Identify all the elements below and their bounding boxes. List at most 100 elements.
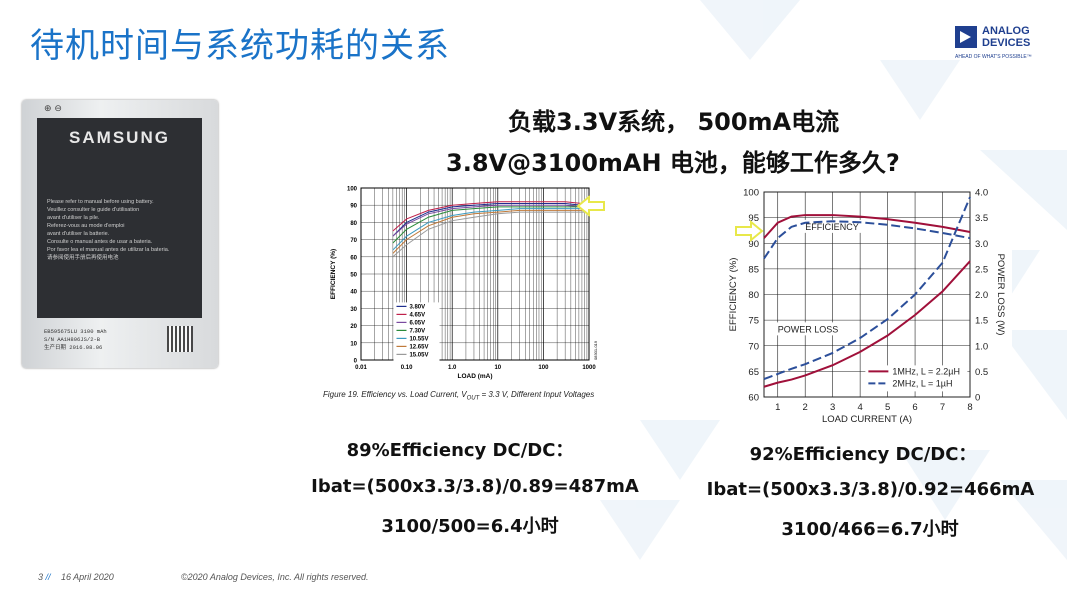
x-tick-label: 0.10 bbox=[401, 365, 413, 371]
analog-devices-logo: ANALOG DEVICES AHEAD OF WHAT'S POSSIBLE™ bbox=[955, 25, 1032, 60]
battery-warning-text: Please refer to manual before using batt… bbox=[47, 199, 170, 261]
chart1-caption: Figure 19. Efficiency vs. Load Current, … bbox=[323, 390, 595, 402]
series-line-7.30V bbox=[392, 206, 590, 244]
left-efficiency-label: 89%Efficiency DC/DC： bbox=[346, 440, 574, 461]
y-axis-label: EFFICIENCY (%) bbox=[728, 258, 739, 332]
y2-tick-label: 1.5 bbox=[975, 316, 988, 327]
question-line-1: 负载3.3V系统， 500mA电流 bbox=[508, 108, 840, 136]
y-tick-label: 65 bbox=[748, 367, 759, 378]
yellow-arrow-left-icon bbox=[576, 195, 605, 217]
legend-label: 15.05V bbox=[409, 352, 428, 358]
legend-label: 1MHz, L = 2.2µH bbox=[892, 366, 960, 376]
annotation-efficiency: EFFICIENCY bbox=[805, 222, 859, 232]
battery-model-text: EB595675LU 3100 mAh S/N AA1H806JS/2-B 生产… bbox=[44, 328, 107, 351]
series-line-15.05V bbox=[392, 211, 589, 258]
legend-label: 6.05V bbox=[409, 320, 425, 326]
y2-tick-label: 0 bbox=[975, 393, 980, 404]
footer-date: 16 April 2020 bbox=[61, 572, 114, 582]
legend-label: 3.80V bbox=[409, 304, 425, 310]
annotation-bg bbox=[802, 219, 869, 233]
y-tick-label: 75 bbox=[748, 316, 759, 327]
y-tick-label: 70 bbox=[350, 238, 357, 244]
efficiency-power-loss-chart: 1 2 3 4 5 6 7 8 60 65 70 75 80 85 90 95 100 0 0.5 1.0 1.5 2.0… bbox=[722, 182, 1012, 428]
y2-tick-label: 3.5 bbox=[975, 213, 988, 224]
y2-tick-label: 0.5 bbox=[975, 367, 988, 378]
y-tick-label: 60 bbox=[350, 255, 357, 261]
y-tick-label: 95 bbox=[748, 213, 759, 224]
x-tick-label: 1 bbox=[775, 402, 780, 413]
legend-label: 4.65V bbox=[409, 312, 425, 318]
x-axis-label: LOAD CURRENT (A) bbox=[822, 414, 912, 425]
efficiency-curve-1 bbox=[763, 220, 971, 260]
x-tick-label: 1.0 bbox=[448, 365, 457, 371]
series-line-10.55V bbox=[392, 208, 590, 251]
logo-mark-icon bbox=[955, 26, 977, 48]
y2-tick-label: 3.0 bbox=[975, 239, 988, 250]
y-tick-label: 30 bbox=[350, 307, 357, 313]
y-tick-label: 40 bbox=[350, 290, 357, 296]
plot-frame bbox=[763, 191, 971, 398]
y-tick-label: 85 bbox=[748, 264, 759, 275]
page-number: 3 // bbox=[38, 572, 51, 582]
left-ibat-formula: Ibat=(500x3.3/3.8)/0.89=487mA bbox=[311, 476, 639, 497]
y-tick-label: 80 bbox=[350, 221, 357, 227]
legend-label: 12.65V bbox=[409, 344, 428, 350]
y2-tick-label: 2.5 bbox=[975, 264, 988, 275]
y2-tick-label: 4.0 bbox=[975, 188, 988, 199]
question-line-2: 3.8V@3100mAH 电池，能够工作多久? bbox=[446, 149, 900, 177]
y-tick-label: 100 bbox=[743, 188, 759, 199]
x-tick-label: 10 bbox=[494, 365, 501, 371]
y-tick-label: 70 bbox=[748, 341, 759, 352]
y2-tick-label: 2.0 bbox=[975, 290, 988, 301]
x-tick-label: 3 bbox=[830, 402, 835, 413]
x-tick-label: 4 bbox=[857, 402, 862, 413]
series-line-3.80V bbox=[392, 202, 590, 237]
series-line-12.65V bbox=[392, 209, 589, 254]
right-efficiency-label: 92%Efficiency DC/DC： bbox=[749, 444, 977, 465]
x-tick-label: 6 bbox=[912, 402, 917, 413]
x-tick-label: 1000 bbox=[582, 365, 596, 371]
battery-photo: ⊕ ⊖ SAMSUNG Please refer to manual befor… bbox=[22, 100, 218, 368]
footer-copyright: ©2020 Analog Devices, Inc. All rights re… bbox=[181, 572, 369, 582]
y-tick-label: 60 bbox=[748, 393, 759, 404]
y-axis-label: EFFICIENCY (%) bbox=[330, 249, 337, 299]
y-tick-label: 90 bbox=[350, 204, 357, 210]
x-tick-label: 8 bbox=[967, 402, 972, 413]
x-tick-label: 7 bbox=[940, 402, 945, 413]
yellow-arrow-right-icon bbox=[735, 220, 764, 242]
efficiency-curve-0 bbox=[763, 214, 971, 239]
battery-label: SAMSUNG Please refer to manual before us… bbox=[37, 118, 202, 318]
series-line-4.65V bbox=[392, 201, 590, 232]
legend-label: 7.30V bbox=[409, 328, 425, 334]
legend-label: 2MHz, L = 1µH bbox=[892, 378, 952, 388]
power-loss-curve-1 bbox=[763, 196, 971, 380]
y-tick-label: 90 bbox=[748, 239, 759, 250]
legend-box bbox=[393, 302, 440, 363]
y-tick-label: 80 bbox=[748, 290, 759, 301]
figure-code: 08301-019 bbox=[593, 340, 598, 360]
x-tick-label: 5 bbox=[885, 402, 890, 413]
power-loss-curve-0 bbox=[763, 260, 971, 388]
annotation-bg bbox=[774, 322, 843, 336]
right-ibat-formula: Ibat=(500x3.3/3.8)/0.92=466mA bbox=[706, 479, 1035, 500]
y-tick-label: 100 bbox=[347, 187, 358, 193]
qr-code-icon bbox=[167, 326, 193, 352]
efficiency-vs-load-chart: 0 10 20 30 40 50 60 70 80 90 100 0.01 0.10 1.0 10 100 10… bbox=[330, 187, 598, 381]
y2-axis-label: POWER LOSS (W) bbox=[995, 254, 1006, 336]
legend-box bbox=[865, 365, 968, 392]
x-tick-label: 100 bbox=[538, 365, 549, 371]
y-tick-label: 0 bbox=[354, 359, 358, 365]
left-runtime: 3100/500=6.4小时 bbox=[381, 516, 559, 537]
battery-contacts-icon: ⊕ ⊖ bbox=[44, 104, 62, 114]
x-tick-label: 0.01 bbox=[355, 365, 367, 371]
y-tick-label: 50 bbox=[350, 273, 357, 279]
x-tick-label: 2 bbox=[803, 402, 808, 413]
y-tick-label: 20 bbox=[350, 324, 357, 330]
annotation-power-loss: POWER LOSS bbox=[778, 324, 839, 334]
right-runtime: 3100/466=6.7小时 bbox=[781, 519, 959, 540]
slide-title: 待机时间与系统功耗的关系 bbox=[30, 26, 450, 66]
y2-tick-label: 1.0 bbox=[975, 341, 988, 352]
battery-brand: SAMSUNG bbox=[69, 128, 170, 147]
y-tick-label: 10 bbox=[350, 341, 357, 347]
x-axis-label: LOAD (mA) bbox=[457, 373, 492, 380]
